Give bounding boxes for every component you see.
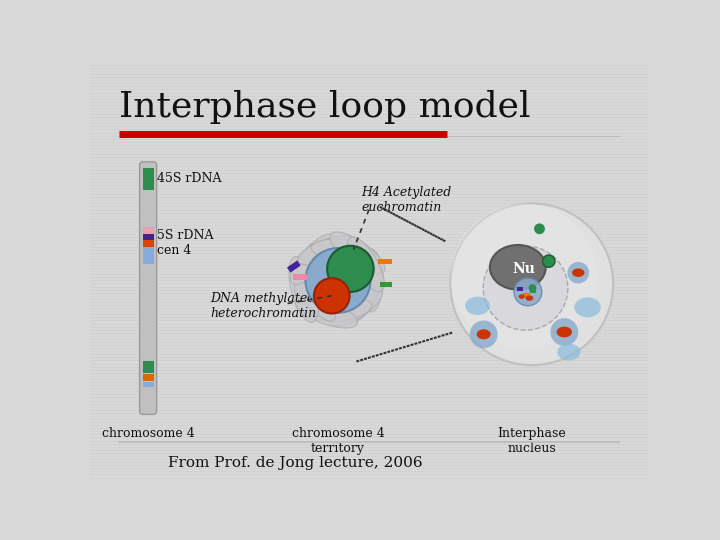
Ellipse shape [295, 297, 358, 328]
Bar [143, 234, 153, 240]
Circle shape [483, 246, 568, 330]
Bar [530, 289, 536, 293]
Ellipse shape [294, 243, 320, 301]
Bar [287, 260, 301, 273]
Text: From Prof. de Jong lecture, 2006: From Prof. de Jong lecture, 2006 [168, 456, 422, 470]
Circle shape [567, 262, 589, 284]
Text: H4 Acetylated
euchromatin: H4 Acetylated euchromatin [361, 186, 451, 214]
Bar [143, 247, 153, 264]
Circle shape [451, 204, 597, 349]
Circle shape [305, 248, 371, 313]
Ellipse shape [490, 245, 546, 289]
Ellipse shape [315, 298, 372, 322]
Bar [143, 374, 153, 381]
Ellipse shape [311, 239, 370, 261]
Bar [523, 294, 530, 296]
Text: Nu: Nu [513, 262, 536, 276]
Ellipse shape [289, 256, 319, 322]
Circle shape [469, 320, 498, 348]
Bar [143, 168, 153, 190]
Ellipse shape [296, 276, 336, 321]
Bar [517, 287, 523, 291]
Ellipse shape [348, 268, 383, 322]
Bar [293, 274, 307, 280]
Bar [143, 240, 153, 247]
Text: 5S rDNA
cen 4: 5S rDNA cen 4 [158, 230, 214, 258]
Ellipse shape [330, 232, 385, 274]
Bar [380, 282, 392, 287]
Ellipse shape [518, 294, 525, 299]
Text: Interphase
nucleus: Interphase nucleus [498, 427, 566, 455]
Circle shape [534, 224, 545, 234]
Ellipse shape [575, 298, 600, 318]
Circle shape [543, 255, 555, 267]
FancyBboxPatch shape [140, 162, 157, 414]
Bar [143, 382, 153, 387]
Circle shape [514, 278, 542, 306]
Text: Interphase loop model: Interphase loop model [120, 90, 531, 124]
Bar [143, 361, 153, 373]
Ellipse shape [290, 234, 335, 285]
Circle shape [314, 278, 350, 314]
Ellipse shape [465, 296, 490, 315]
Text: chromosome 4
territory: chromosome 4 territory [292, 427, 384, 455]
Ellipse shape [297, 235, 356, 265]
Bar [143, 226, 153, 234]
Circle shape [550, 318, 578, 346]
Ellipse shape [557, 327, 572, 338]
Ellipse shape [572, 268, 585, 277]
Circle shape [528, 284, 536, 292]
Text: chromosome 4: chromosome 4 [102, 427, 194, 440]
Ellipse shape [330, 287, 383, 327]
Circle shape [327, 246, 374, 292]
Text: DNA methylated
heterochromatin: DNA methylated heterochromatin [210, 292, 316, 320]
Bar [378, 259, 392, 264]
Ellipse shape [359, 249, 382, 312]
Ellipse shape [557, 343, 580, 361]
Text: 45S rDNA: 45S rDNA [158, 172, 222, 185]
Circle shape [451, 204, 613, 365]
Ellipse shape [477, 329, 490, 339]
Ellipse shape [526, 295, 534, 301]
Ellipse shape [348, 237, 384, 292]
